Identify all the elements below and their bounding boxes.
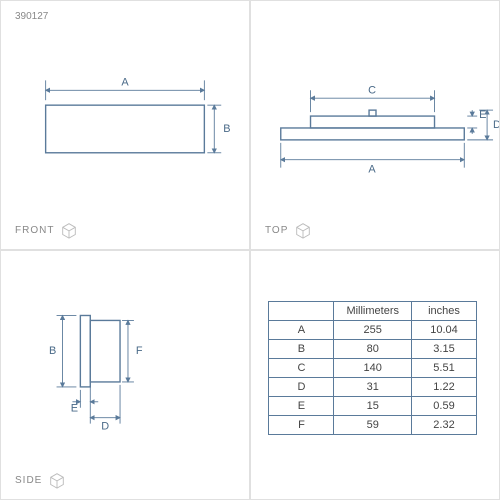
table-cell: 0.59 [412, 397, 477, 416]
dim-b-side-label: B [49, 345, 56, 357]
dim-f-label: F [136, 345, 143, 357]
table-cell: 1.22 [412, 378, 477, 397]
table-cell: E [269, 397, 334, 416]
cube-icon [60, 221, 78, 239]
table-header-mm: Millimeters [334, 302, 412, 321]
panel-side: B F E D SIDE [0, 250, 250, 500]
dim-e-top-label: E [479, 109, 486, 121]
table-row: F592.32 [269, 416, 477, 435]
table-cell: D [269, 378, 334, 397]
dim-a-label: A [121, 76, 129, 88]
view-label-text: FRONT [15, 225, 54, 236]
table-cell: 255 [334, 321, 412, 340]
table-cell: 31 [334, 378, 412, 397]
view-label-side: SIDE [15, 471, 66, 489]
table-cell: 80 [334, 340, 412, 359]
table-cell: 15 [334, 397, 412, 416]
view-label-text: TOP [265, 225, 288, 236]
view-label-front: FRONT [15, 221, 78, 239]
table-cell: B [269, 340, 334, 359]
table-row: B803.15 [269, 340, 477, 359]
dim-b-label: B [223, 123, 230, 135]
table-row: D311.22 [269, 378, 477, 397]
panel-top: C A E D TOP [250, 0, 500, 250]
table-row: A25510.04 [269, 321, 477, 340]
front-view-drawing: A B [1, 1, 249, 249]
table-cell: A [269, 321, 334, 340]
table-cell: F [269, 416, 334, 435]
dimensions-table: Millimeters inches A25510.04B803.15C1405… [268, 301, 477, 435]
cube-icon [294, 221, 312, 239]
table-cell: C [269, 359, 334, 378]
dim-e-side-label: E [71, 403, 78, 415]
dim-d-side-label: D [101, 421, 109, 433]
drawing-grid: 390127 A B FRONT [0, 0, 500, 500]
side-view-drawing: B F E D [1, 251, 249, 499]
dim-d-top-label: D [493, 119, 499, 131]
table-header-in: inches [412, 302, 477, 321]
dim-c-label: C [368, 84, 376, 96]
table-cell: 140 [334, 359, 412, 378]
table-header-row: Millimeters inches [269, 302, 477, 321]
view-label-text: SIDE [15, 475, 42, 486]
table-row: E150.59 [269, 397, 477, 416]
top-view-drawing: C A E D [251, 1, 499, 249]
cube-icon [48, 471, 66, 489]
view-label-top: TOP [265, 221, 312, 239]
table-row: C1405.51 [269, 359, 477, 378]
table-cell: 3.15 [412, 340, 477, 359]
table-cell: 10.04 [412, 321, 477, 340]
table-header-blank [269, 302, 334, 321]
table-cell: 5.51 [412, 359, 477, 378]
dim-a-top-label: A [368, 164, 376, 176]
table-cell: 2.32 [412, 416, 477, 435]
panel-table: Millimeters inches A25510.04B803.15C1405… [250, 250, 500, 500]
table-cell: 59 [334, 416, 412, 435]
panel-front: 390127 A B FRONT [0, 0, 250, 250]
